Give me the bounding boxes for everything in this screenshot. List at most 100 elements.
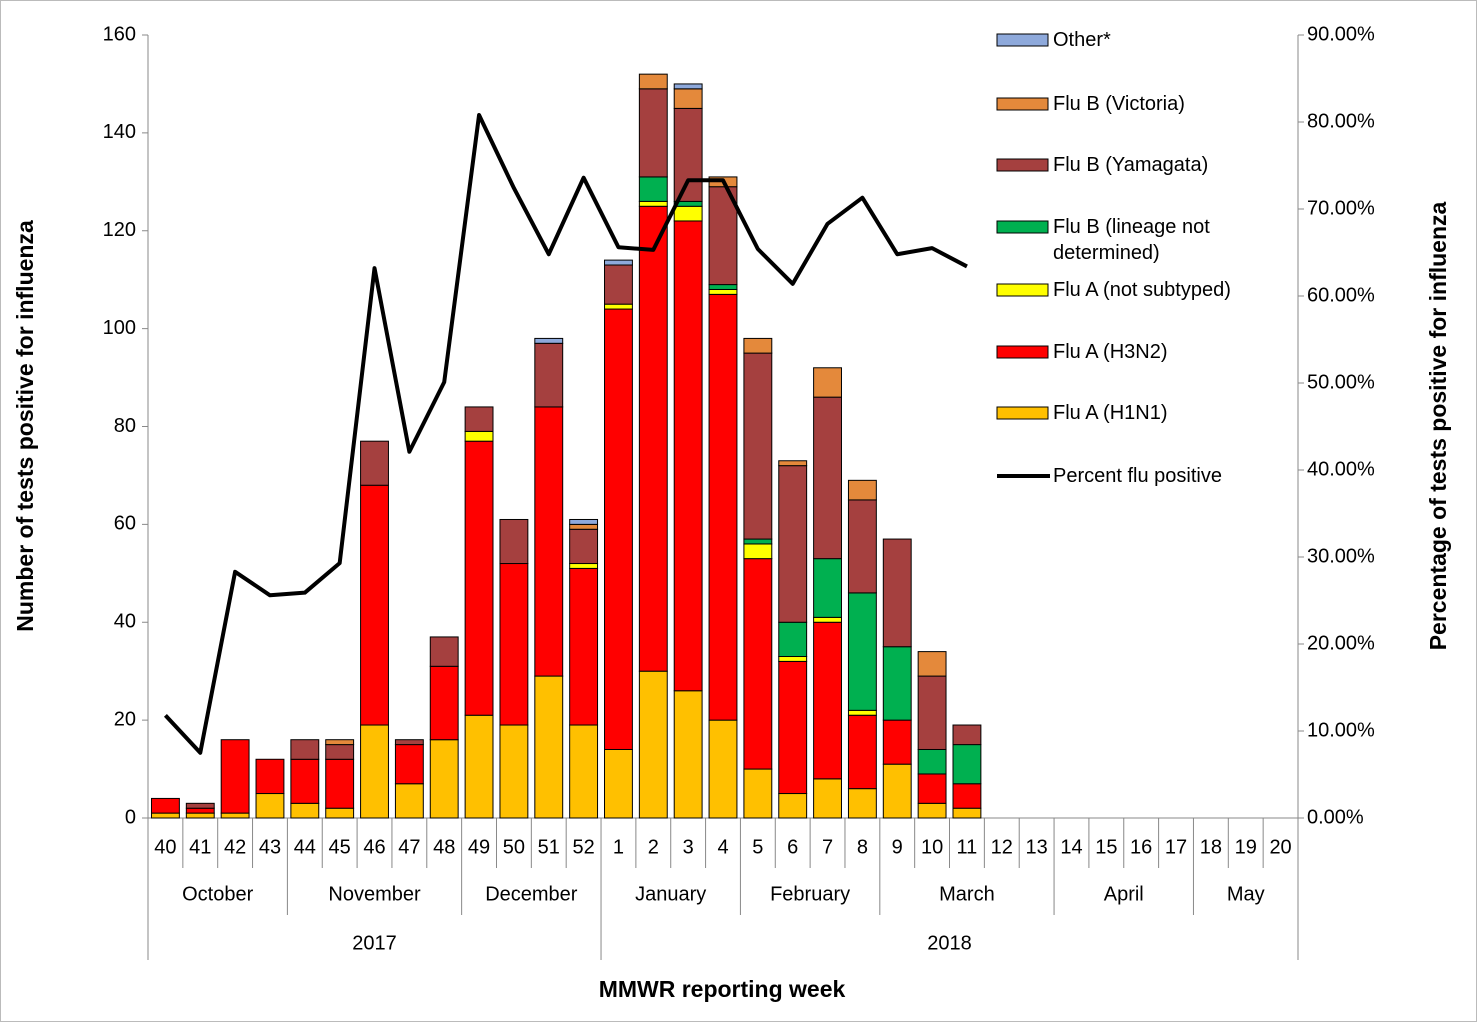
bar-segment [778, 465, 808, 623]
bar-segment [778, 621, 808, 658]
bar-segment [325, 758, 355, 809]
bar-segment [917, 748, 947, 775]
y2-tick-label: 40.00% [1307, 458, 1375, 480]
bar-segment [394, 783, 424, 819]
x-tick-label: 46 [363, 836, 385, 858]
bar-segment [673, 83, 703, 90]
legend-swatch [996, 97, 1049, 111]
bar-segment [464, 430, 494, 442]
bar-segment [150, 812, 180, 819]
bar-segment [778, 660, 808, 795]
bar-segment [743, 337, 773, 354]
y-tick-label: 120 [103, 219, 136, 241]
legend-label: Percent flu positive [1053, 465, 1222, 487]
month-label: November [328, 883, 421, 905]
year-label: 2017 [352, 932, 397, 954]
legend-label: Other* [1053, 29, 1111, 51]
bar-segment [743, 543, 773, 560]
x-tick-label: 43 [259, 836, 281, 858]
bar-segment [360, 440, 389, 486]
year-label: 2018 [927, 932, 972, 954]
bar-segment [708, 288, 738, 295]
bar-segment [185, 807, 215, 814]
month-label: December [485, 883, 578, 905]
bar-segment [813, 621, 842, 780]
month-label: January [635, 883, 706, 905]
bar-segment [743, 768, 773, 819]
bar-segment [569, 567, 599, 726]
bar-segment [464, 440, 494, 716]
bar-segment [499, 724, 529, 819]
bar-segment [290, 739, 320, 760]
y2-tick-label: 90.00% [1307, 23, 1375, 45]
bar-segment [569, 518, 599, 525]
bar-segment [360, 724, 389, 819]
legend-label: Flu B (lineage not determined) [1053, 216, 1210, 264]
bar-segment [325, 744, 355, 760]
x-tick-label: 14 [1060, 836, 1082, 858]
bar-segment [360, 484, 389, 726]
bar-segment [952, 783, 982, 809]
bar-segment [604, 308, 633, 750]
bar-segment [917, 651, 947, 677]
month-label: October [182, 883, 253, 905]
bar-segment [150, 797, 180, 814]
bar-segment [290, 758, 320, 804]
x-tick-label: 3 [683, 836, 694, 858]
legend-swatch [996, 406, 1049, 420]
x-tick-label: 42 [224, 836, 246, 858]
bar-segment [743, 558, 773, 770]
bar-segment [638, 200, 668, 207]
bar-segment [638, 670, 668, 819]
month-label: April [1104, 883, 1144, 905]
bar-segment [673, 205, 703, 222]
bar-segment [604, 303, 633, 310]
bar-segment [673, 220, 703, 692]
x-tick-label: 8 [857, 836, 868, 858]
bar-segment [813, 778, 842, 819]
bar-segment [847, 499, 877, 594]
legend-label: Flu A (H3N2) [1053, 341, 1168, 363]
legend-swatch [996, 345, 1049, 359]
y2-tick-label: 20.00% [1307, 632, 1375, 654]
x-tick-label: 47 [398, 836, 420, 858]
bar-segment [778, 460, 808, 467]
bar-segment [185, 812, 215, 819]
bar-segment [569, 724, 599, 819]
y2-tick-label: 50.00% [1307, 371, 1375, 393]
y-tick-label: 160 [103, 23, 136, 45]
bar-segment [952, 724, 982, 746]
x-tick-label: 50 [503, 836, 525, 858]
bar-segment [882, 538, 912, 648]
legend-swatch [996, 33, 1049, 47]
y2-axis-title: Percentage of tests positive for influen… [1425, 201, 1451, 650]
bar-segment [604, 259, 633, 266]
x-tick-label: 11 [957, 836, 978, 858]
y-tick-label: 80 [114, 415, 136, 437]
x-tick-label: 13 [1026, 836, 1048, 858]
bar-segment [917, 675, 947, 750]
bar-segment [778, 793, 808, 819]
bar-segment [429, 636, 459, 667]
x-tick-label: 10 [921, 836, 943, 858]
month-label: February [770, 883, 850, 905]
legend-swatch [996, 158, 1049, 172]
y-tick-label: 60 [114, 513, 136, 535]
y-axis-title: Number of tests positive for influenza [12, 220, 38, 632]
bar-segment [569, 563, 599, 569]
bar-segment [952, 807, 982, 819]
bar-segment [952, 744, 982, 785]
bar-segment [673, 690, 703, 819]
bar-segment [847, 714, 877, 790]
bar-segment [638, 176, 668, 202]
bar-segment [778, 656, 808, 662]
bar-segment [638, 88, 668, 178]
bar-segment [813, 367, 842, 398]
bar-segment [464, 406, 494, 432]
bar-segment [917, 802, 947, 819]
x-axis-title: MMWR reporting week [599, 976, 846, 1002]
y2-tick-label: 10.00% [1307, 719, 1375, 741]
y2-tick-label: 30.00% [1307, 545, 1375, 567]
legend-label: Flu B (Victoria) [1053, 93, 1185, 115]
